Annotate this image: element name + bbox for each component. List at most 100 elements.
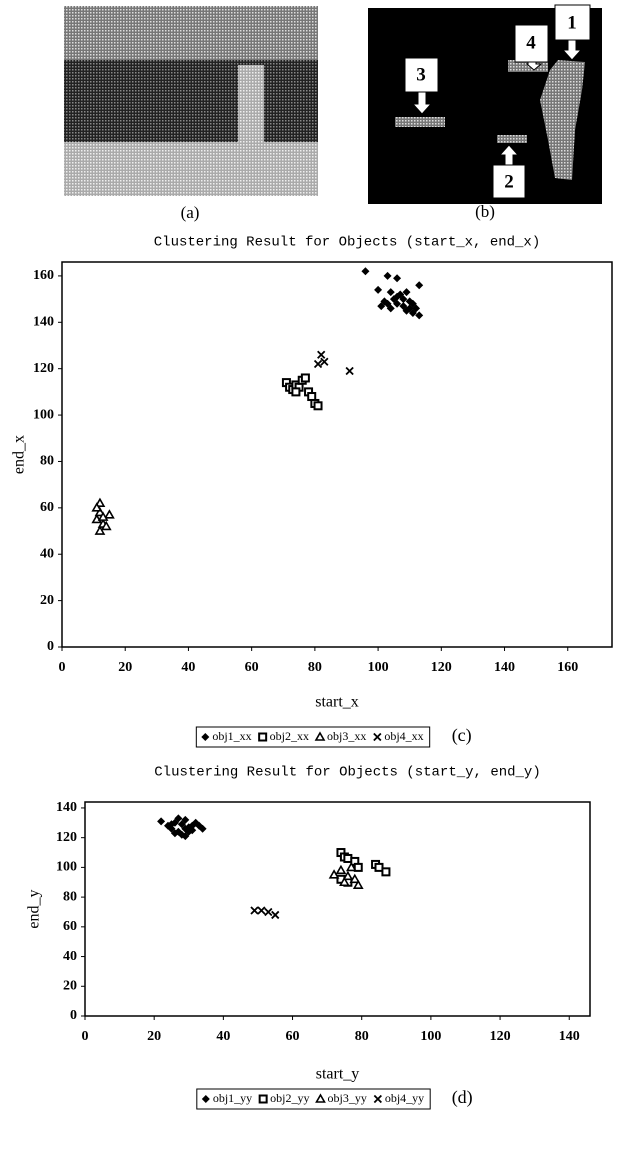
y-tick-label: 40 — [40, 546, 54, 561]
data-point — [291, 387, 301, 397]
x-tick-label: 0 — [59, 660, 66, 675]
data-point — [313, 401, 323, 411]
data-point — [349, 873, 361, 884]
legend-label: obj2_yy — [270, 1091, 309, 1105]
legend-marker — [201, 733, 210, 741]
x-tick-label: 140 — [494, 660, 515, 675]
panel-label: (b) — [475, 202, 495, 221]
data-point — [399, 295, 408, 304]
data-point — [393, 274, 402, 283]
data-point — [300, 373, 310, 383]
data-point — [345, 366, 354, 376]
data-point — [320, 357, 329, 366]
y-tick-label: 20 — [63, 978, 77, 993]
legend-marker — [201, 1095, 210, 1103]
x-tick-label: 60 — [245, 660, 259, 675]
data-point — [188, 821, 197, 830]
data-point — [374, 285, 383, 294]
y-tick-label: 160 — [33, 268, 54, 283]
data-point — [181, 815, 190, 824]
x-tick-label: 120 — [490, 1029, 511, 1044]
y-tick-label: 20 — [40, 593, 54, 608]
y-tick-label: 120 — [56, 830, 77, 845]
legend-marker — [258, 1094, 268, 1104]
legend-marker — [315, 1093, 326, 1103]
data-point — [386, 288, 395, 297]
data-point — [313, 359, 323, 369]
y-tick-label: 80 — [40, 454, 54, 469]
legend-label: obj1_yy — [213, 1091, 252, 1105]
plot-frame — [84, 801, 591, 1017]
data-point — [415, 311, 424, 320]
data-point — [408, 299, 417, 308]
x-tick-label: 20 — [118, 660, 132, 675]
panel-label: (d) — [452, 1087, 473, 1108]
y-tick-label: 140 — [33, 315, 54, 330]
data-point — [393, 299, 402, 308]
panel-label: (c) — [452, 725, 472, 746]
data-point — [181, 824, 190, 833]
x-tick-label: 100 — [420, 1029, 441, 1044]
y-tick-label: 140 — [56, 800, 77, 815]
x-axis-label: start_y — [316, 1066, 360, 1083]
y-tick-label: 80 — [63, 889, 77, 904]
y-tick-label: 0 — [47, 639, 54, 654]
data-point — [352, 879, 364, 890]
data-point — [361, 267, 370, 276]
y-tick-label: 0 — [70, 1008, 77, 1023]
data-point — [383, 299, 392, 308]
object-marker: 3 — [416, 64, 426, 85]
data-point — [328, 869, 340, 879]
data-point — [383, 271, 392, 280]
legend-marker — [314, 731, 326, 741]
data-point — [170, 829, 179, 838]
object-marker: 1 — [567, 12, 577, 33]
y-tick-label: 120 — [33, 361, 54, 376]
legend-marker — [373, 1094, 382, 1104]
data-point — [393, 292, 402, 301]
x-tick-label: 40 — [181, 660, 195, 675]
x-tick-label: 40 — [216, 1029, 230, 1044]
data-point — [91, 502, 103, 512]
object-marker: 2 — [504, 171, 514, 192]
data-point — [104, 509, 115, 519]
legend: obj1_xx obj2_xx obj3_xx obj4_xx — [195, 726, 431, 748]
data-point — [339, 876, 350, 887]
data-point — [167, 820, 176, 829]
legend-marker — [373, 732, 382, 742]
data-point — [317, 350, 326, 359]
data-point — [381, 867, 391, 877]
image-b — [368, 4, 602, 204]
data-point — [335, 864, 347, 875]
y-tick-label: 100 — [56, 860, 77, 875]
legend-label: obj3_xx — [327, 729, 366, 743]
data-point — [181, 832, 190, 841]
plot-frame — [61, 261, 613, 648]
x-tick-label: 0 — [82, 1029, 89, 1044]
legend-label: obj1_xx — [212, 729, 251, 743]
image-a — [64, 6, 318, 196]
data-point — [271, 910, 280, 920]
x-tick-label: 60 — [286, 1029, 300, 1044]
x-tick-label: 80 — [308, 660, 322, 675]
data-point — [157, 817, 166, 826]
data-point — [94, 525, 106, 535]
legend-label: obj2_xx — [270, 729, 309, 743]
data-point — [342, 870, 354, 881]
chart-title: Clustering Result for Objects (start_y, … — [154, 765, 540, 781]
y-tick-label: 40 — [63, 949, 77, 964]
legend-box — [195, 726, 431, 748]
data-point — [250, 906, 259, 915]
y-tick-label: 60 — [40, 500, 54, 515]
y-axis-label: end_x — [11, 435, 28, 474]
data-point — [307, 392, 317, 402]
x-tick-label: 140 — [559, 1029, 580, 1044]
data-point — [402, 288, 411, 297]
data-point — [97, 511, 109, 521]
chart-title: Clustering Result for Objects (start_x, … — [154, 235, 540, 251]
legend-box — [196, 1088, 431, 1110]
x-tick-label: 160 — [557, 660, 578, 675]
x-axis-label: start_x — [315, 694, 359, 711]
x-tick-label: 80 — [355, 1029, 369, 1044]
